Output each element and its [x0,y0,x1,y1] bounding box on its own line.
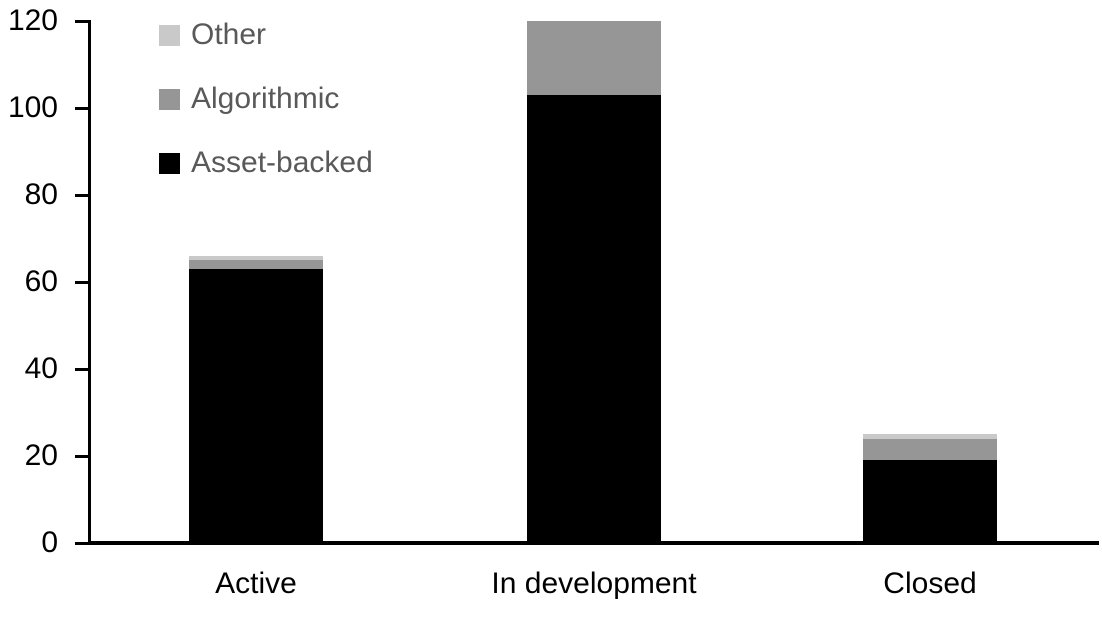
y-axis-line [88,20,91,545]
bar-segment-algorithmic-in-development [527,21,661,95]
y-axis-tick [75,281,88,284]
legend-label: Asset-backed [191,146,373,179]
legend-swatch-other [159,24,180,46]
y-tick-label: 20 [24,439,58,472]
bar-segment-asset-backed-closed [863,460,997,543]
y-axis-tick [75,542,88,545]
y-tick-label: 40 [24,352,58,385]
y-axis-tick [75,20,88,23]
bar-segment-asset-backed-active [189,268,323,543]
legend-swatch-algorithmic [159,88,180,110]
bar-segment-algorithmic-closed [863,438,997,461]
bar-segment-other-closed [863,434,997,439]
x-axis-label-in-development: In development [491,567,697,600]
legend: Other Algorithmic Asset-backed [159,3,373,195]
legend-item-other: Other [159,3,373,67]
x-axis-label-active: Active [215,567,297,600]
x-axis-line [88,541,1099,545]
bar-segment-other-active [189,255,323,261]
legend-item-algorithmic: Algorithmic [159,67,373,131]
legend-item-asset-backed: Asset-backed [159,131,373,195]
y-axis-tick [75,455,88,458]
y-axis-tick [75,194,88,197]
x-axis-label-closed: Closed [883,567,977,600]
y-tick-label: 100 [7,91,58,124]
y-axis-tick [75,368,88,371]
legend-label: Other [191,18,267,51]
y-tick-label: 120 [7,4,58,37]
bar-segment-asset-backed-in-development [527,94,661,543]
bar-segment-algorithmic-active [189,260,323,269]
y-tick-label: 0 [41,526,58,559]
y-axis-tick [75,107,88,110]
legend-label: Algorithmic [191,82,340,115]
y-tick-label: 80 [24,178,58,211]
y-tick-label: 60 [24,265,58,298]
legend-swatch-asset-backed [159,152,180,174]
